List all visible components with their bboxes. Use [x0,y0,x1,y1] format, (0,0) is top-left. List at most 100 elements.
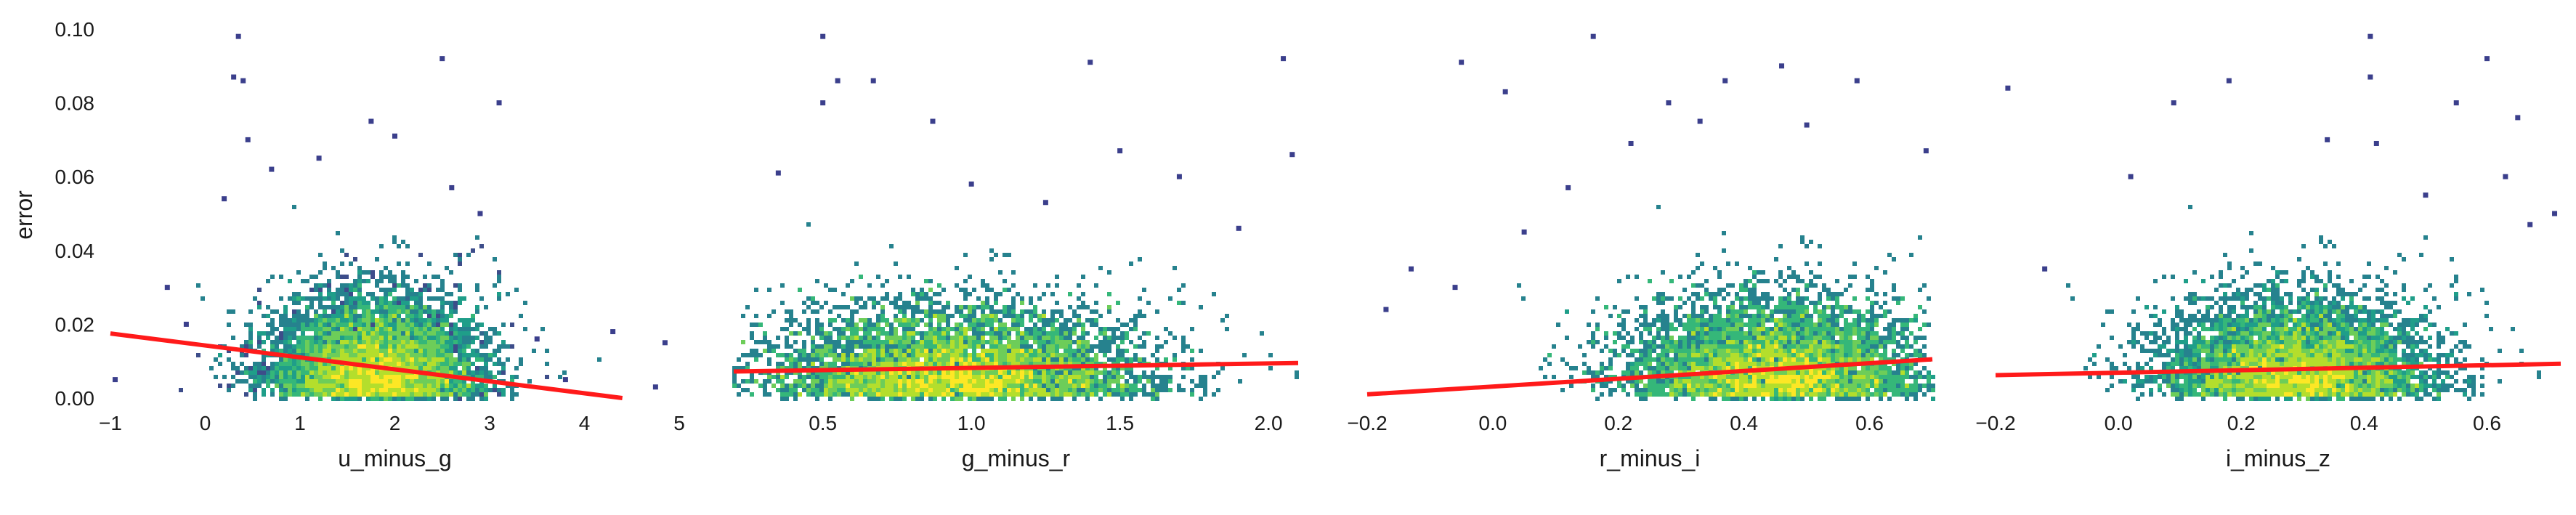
density-cell [911,344,915,349]
density-cell [928,392,933,397]
density-cell [1757,314,1761,318]
density-cell [1111,366,1116,370]
density-cell [357,323,362,327]
density-cell [1861,318,1866,323]
density-cell [340,336,344,340]
density-cell [863,370,867,375]
density-cell [331,388,336,392]
density-cell [867,344,872,349]
density-cell [985,323,989,327]
density-cell [353,314,357,318]
density-cell [1029,357,1033,362]
scatter-point [1697,118,1703,124]
density-cell [1866,370,1870,375]
density-cell [859,362,863,366]
density-cell [1011,362,1016,366]
density-cell [1129,327,1133,331]
density-cell [976,362,981,366]
density-cell [920,353,924,357]
density-cell [305,323,309,327]
density-cell [1800,357,1805,362]
density-cell [1713,266,1717,270]
density-cell [1146,392,1151,397]
density-cell [745,362,750,366]
density-cell [449,379,453,384]
density-cell [349,292,353,296]
density-cell [1791,388,1796,392]
density-cell [1142,314,1146,318]
density-cell [479,384,484,388]
density-cell [1722,231,1726,235]
density-cell [885,370,889,375]
density-cell [445,384,449,388]
density-cell [1621,384,1626,388]
density-cell [1665,379,1669,384]
density-cell [854,309,859,314]
density-cell [362,309,366,314]
density-cell [418,388,423,392]
density-cell [850,279,854,283]
density-cell [1648,362,1652,366]
density-cell [2484,314,2489,318]
density-cell [1826,353,1831,357]
density-cell [471,349,475,353]
density-cell [501,340,506,344]
density-cell [959,323,963,327]
density-cell [1730,323,1735,327]
density-cell [1116,384,1120,388]
density-cell [1643,305,1648,309]
density-cell [867,331,872,336]
density-cell [327,318,331,323]
density-cell [1805,357,1809,362]
density-cell [1678,384,1682,388]
density-cell [1761,314,1765,318]
density-cell [1791,314,1796,318]
density-cell [1656,379,1661,384]
density-cell [789,344,793,349]
density-cell [889,397,894,401]
density-cell [305,340,309,344]
density-cell [1739,301,1743,305]
density-cell [1818,349,1822,353]
density-cell [1752,362,1757,366]
density-cell [859,275,863,279]
density-cell [1016,392,1020,397]
density-cell [1652,366,1656,370]
density-cell [955,349,959,353]
density-cell [1081,331,1085,336]
density-cell [1796,392,1800,397]
density-cell [2236,340,2240,344]
density-cell [1133,384,1138,388]
density-cell [1757,344,1761,349]
density-cell [1652,379,1656,384]
density-cell [955,331,959,336]
density-cell [379,275,384,279]
outlier-points [775,33,1295,231]
density-cell [1844,375,1848,379]
density-cell [880,327,885,331]
scatter-point [1281,56,1287,62]
density-cell [1142,388,1146,392]
density-cell [453,379,458,384]
density-cell [1787,305,1791,309]
density-cell [972,323,976,327]
density-cell [1730,375,1735,379]
density-cell [1521,296,1526,301]
density-cell [1687,275,1691,279]
density-cell [946,370,950,375]
density-cell [2314,357,2319,362]
density-cell [1770,392,1774,397]
density-cell [1652,344,1656,349]
density-cell [410,336,414,340]
density-cell [1682,344,1687,349]
density-cell [1791,288,1796,292]
density-cell [323,296,327,301]
density-cell [231,375,235,379]
density-cell [2293,336,2297,340]
density-cell [323,305,327,309]
density-cell [815,279,819,283]
density-cell [1696,336,1700,340]
density-cell [1639,353,1643,357]
density-cell [806,388,811,392]
density-cell [1626,309,1630,314]
